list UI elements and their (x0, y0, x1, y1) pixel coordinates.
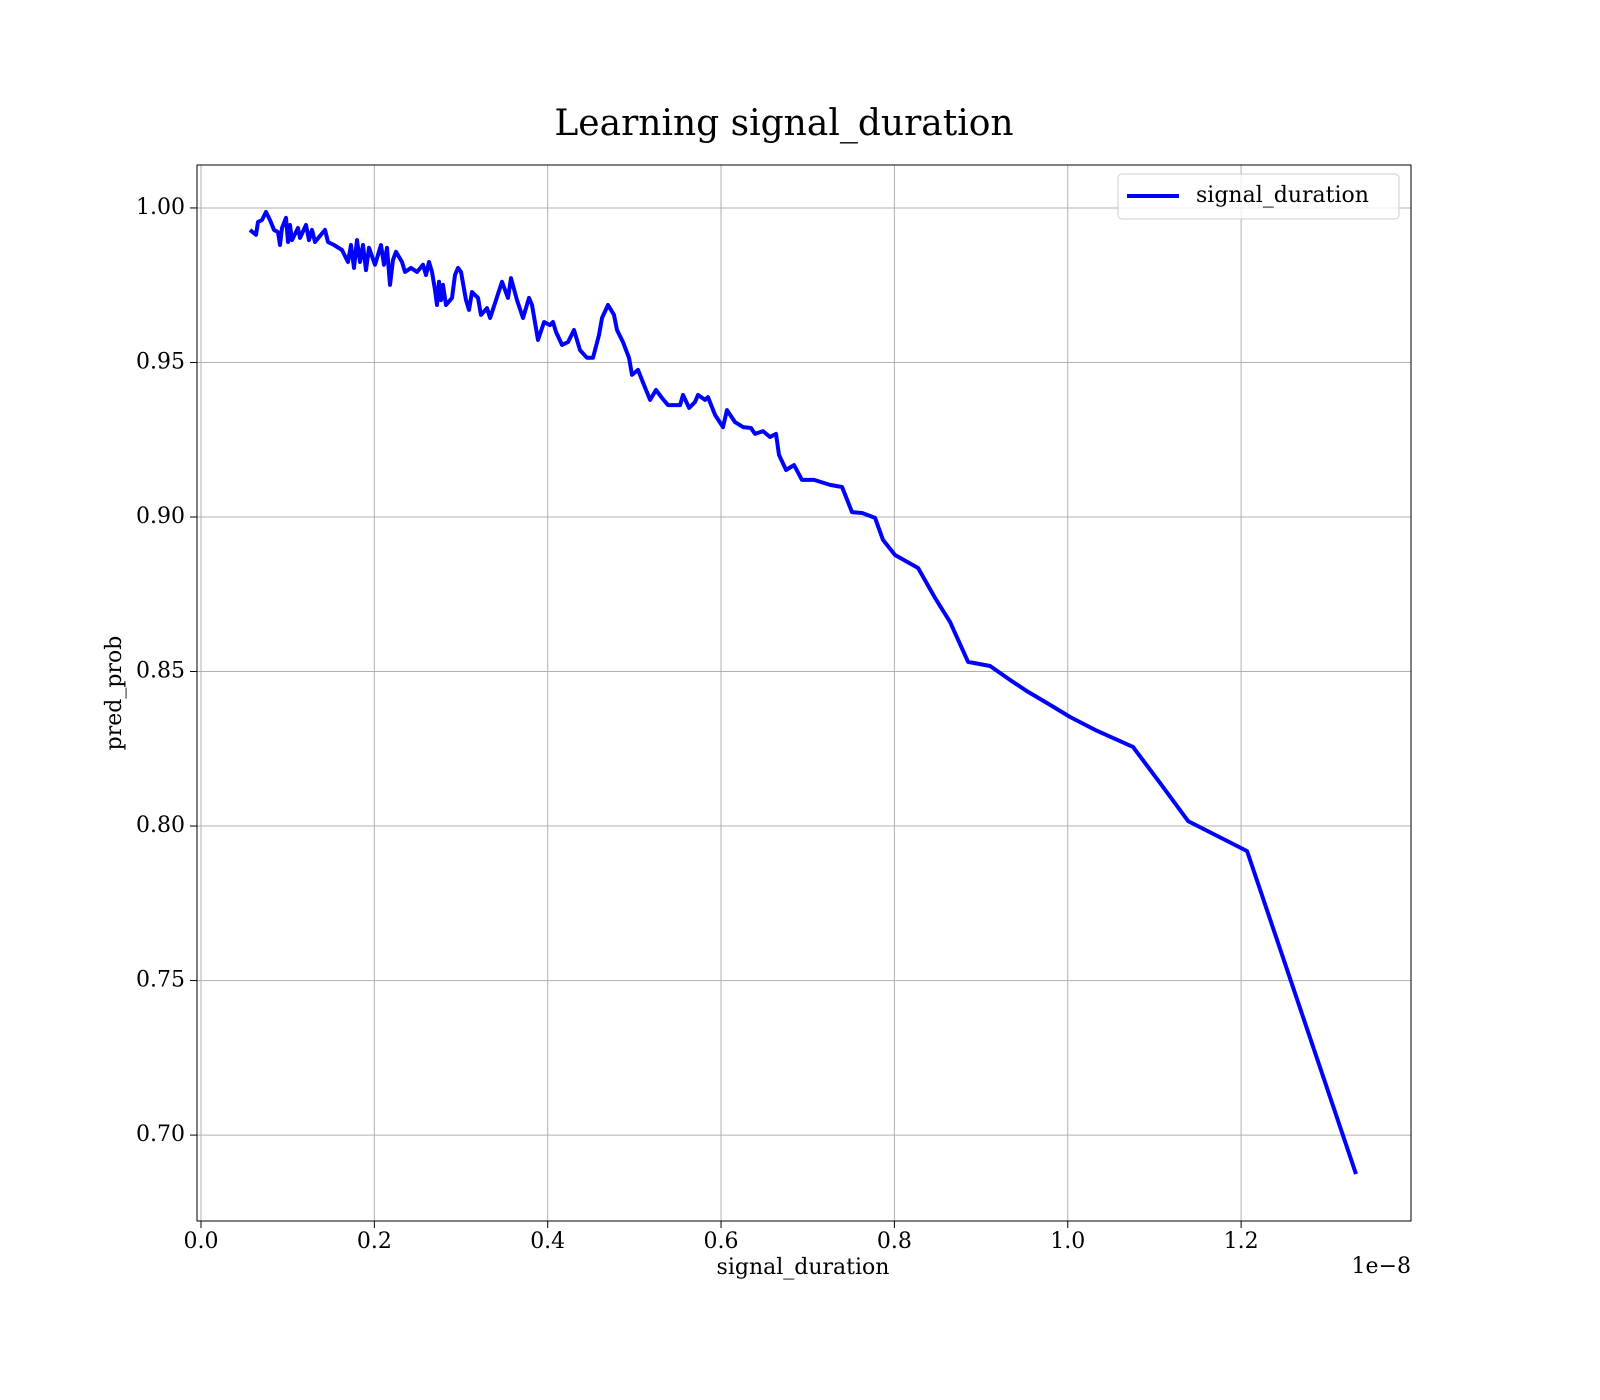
y-tick-label: 0.90 (136, 504, 185, 529)
x-tick-label: 0.0 (183, 1229, 218, 1254)
data-line (248, 210, 1358, 1175)
x-tick-label: 0.6 (704, 1229, 739, 1254)
x-tick-label: 0.8 (877, 1229, 912, 1254)
y-axis-label: pred_prob (102, 636, 127, 751)
y-tick-label: 0.70 (136, 1122, 185, 1147)
x-offset-label: 1e−8 (1352, 1254, 1411, 1279)
plot-frame (196, 164, 1412, 1222)
y-tick-label: 0.95 (136, 349, 185, 374)
legend: signal_duration (1117, 173, 1400, 220)
x-tick-label: 0.4 (530, 1229, 565, 1254)
x-tick-label: 1.0 (1050, 1229, 1085, 1254)
y-tick-label: 0.85 (136, 659, 185, 684)
x-tick-label: 1.2 (1224, 1229, 1259, 1254)
y-tick-label: 0.80 (136, 813, 185, 838)
y-tick-label: 0.75 (136, 968, 185, 993)
legend-label: signal_duration (1196, 183, 1369, 208)
chart-title: Learning signal_duration (554, 103, 1013, 144)
legend-box (1117, 173, 1400, 220)
y-tick-label: 1.00 (136, 195, 185, 220)
x-axis-label: signal_duration (717, 1255, 890, 1280)
x-tick-label: 0.2 (357, 1229, 392, 1254)
